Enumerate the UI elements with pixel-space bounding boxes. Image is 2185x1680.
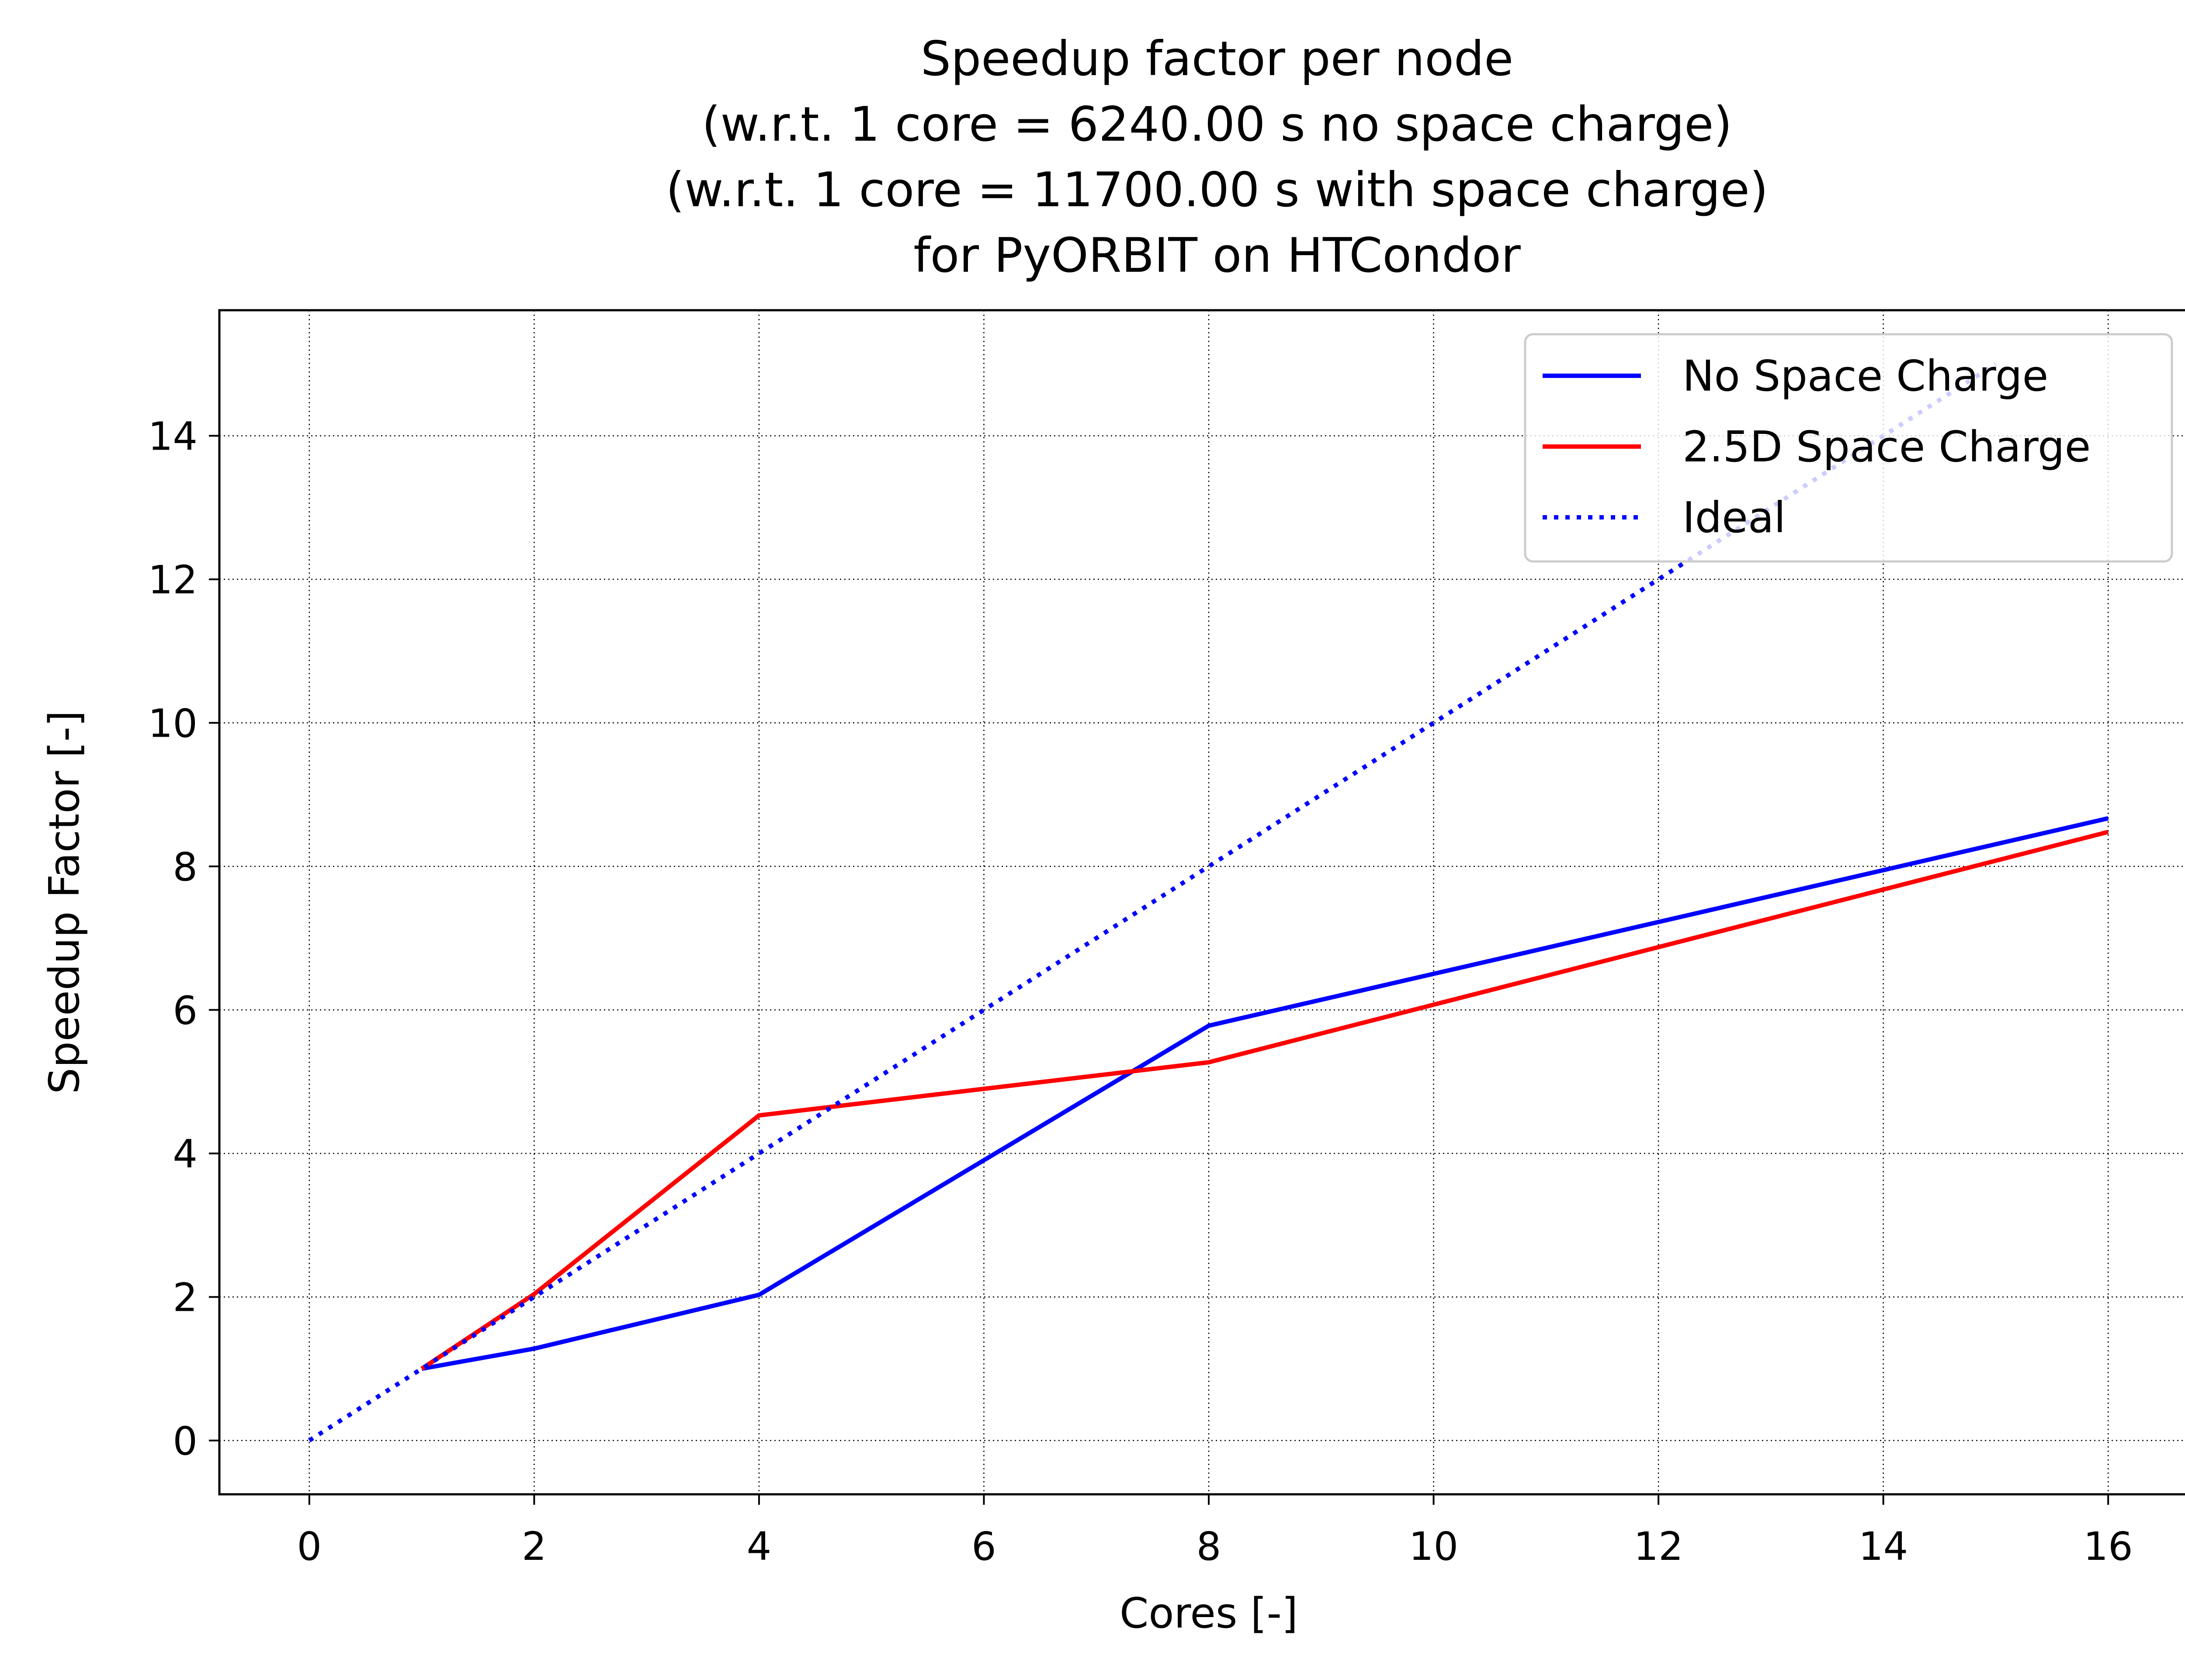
y-tick-label: 8 (173, 844, 198, 890)
series-line-ideal (308, 362, 1997, 1443)
plot-series (308, 362, 2109, 1443)
series-line-no-space-charge (421, 816, 2109, 1371)
series-line-2-5d-space-charge (420, 830, 2109, 1371)
y-axis-label: Speedup Factor [-] (41, 710, 89, 1094)
y-tick-label: 14 (148, 413, 198, 459)
x-tick-label: 6 (971, 1524, 996, 1569)
title-line-2: (w.r.t. 1 core = 6240.00 s no space char… (702, 97, 1732, 152)
x-axis-label: Cores [-] (1120, 1590, 1298, 1638)
x-tick-label: 12 (1634, 1524, 1683, 1569)
x-tick-label: 14 (1859, 1524, 1908, 1569)
y-tick-label: 2 (173, 1275, 198, 1320)
y-tick-label: 0 (173, 1418, 198, 1464)
y-tick-label: 6 (173, 987, 198, 1033)
x-axis-ticks: 0 2 4 6 8 10 12 14 16 (297, 1494, 2133, 1569)
y-tick-label: 10 (148, 700, 198, 746)
legend-box (1524, 333, 2173, 563)
x-tick-label: 2 (522, 1524, 547, 1569)
legend: No Space Charge 2.5D Space Charge Ideal (1524, 333, 2173, 563)
y-tick-label: 12 (148, 557, 198, 603)
title-line-3: (w.r.t. 1 core = 11700.00 s with space c… (666, 162, 1769, 218)
legend-label: No Space Charge (1682, 351, 2048, 401)
y-axis-ticks: 0 2 4 6 8 10 12 14 (148, 413, 219, 1464)
x-tick-label: 10 (1409, 1524, 1458, 1569)
title-line-1: Speedup factor per node (921, 31, 1513, 87)
legend-label: Ideal (1682, 493, 1786, 542)
chart-title: Speedup factor per node (w.r.t. 1 core =… (666, 31, 1769, 283)
x-tick-label: 0 (297, 1524, 322, 1569)
x-tick-label: 4 (747, 1524, 772, 1569)
x-tick-label: 8 (1197, 1524, 1221, 1569)
title-line-4: for PyORBIT on HTCondor (913, 228, 1521, 283)
legend-label: 2.5D Space Charge (1682, 422, 2091, 471)
x-tick-label: 16 (2084, 1524, 2133, 1569)
y-tick-label: 4 (173, 1131, 198, 1177)
